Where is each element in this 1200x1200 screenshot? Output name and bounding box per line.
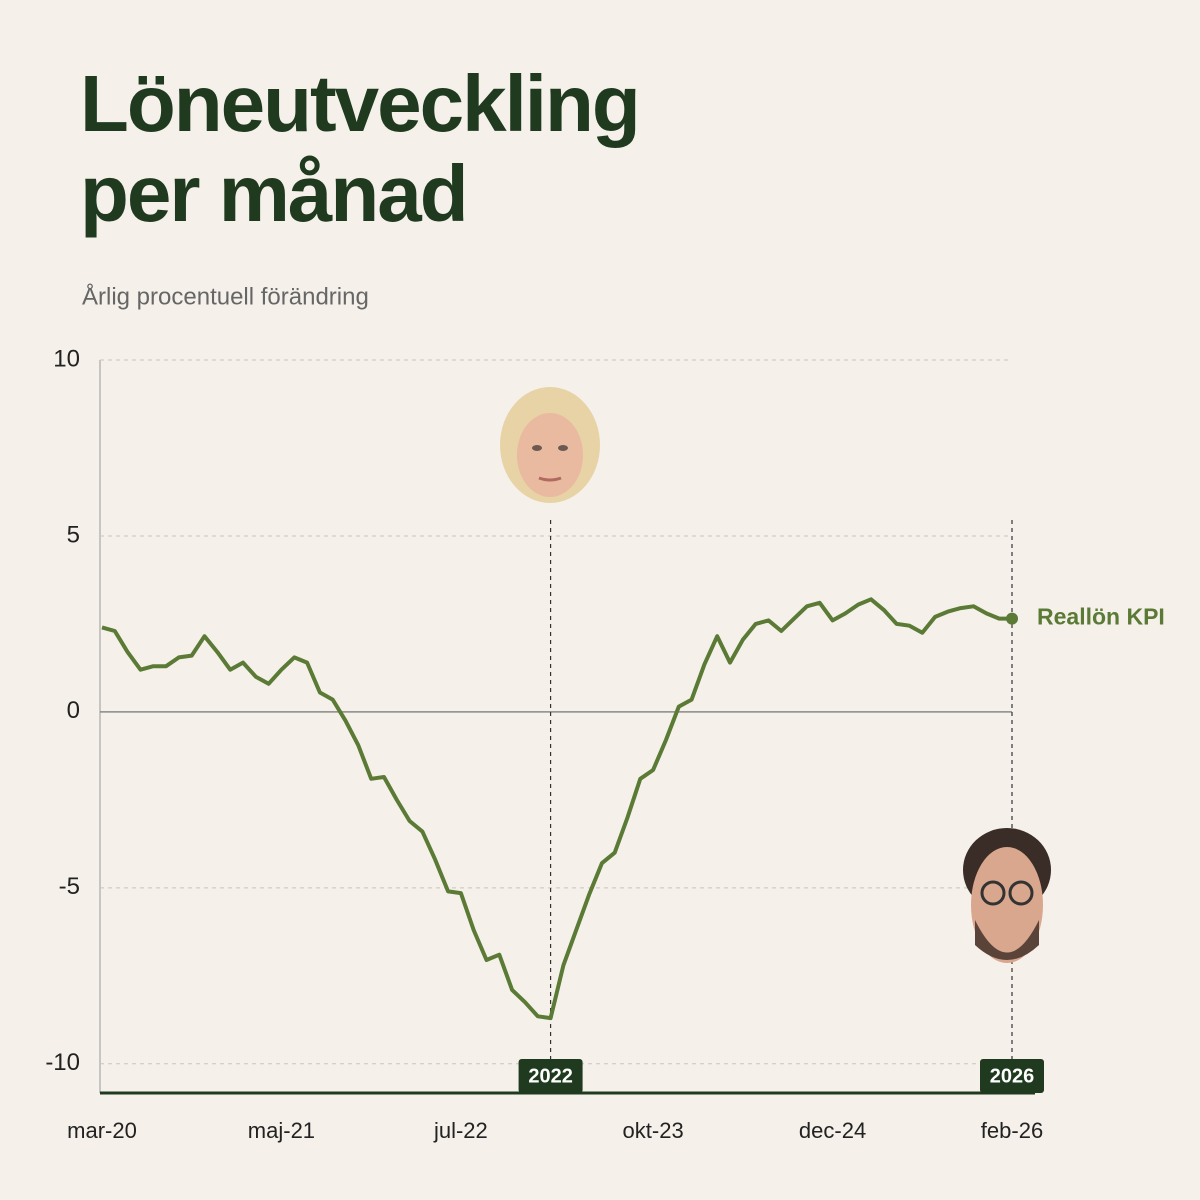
chart-title: Löneutveckling	[80, 59, 639, 148]
plot-under: -10 -5 0 5 10 mar-20 maj-21 jul-22 okt-23 dec-24 f…	[45, 345, 1043, 1142]
chart-title: per månad	[80, 149, 467, 238]
annotation-box	[518, 1059, 583, 1093]
x-tick-label: okt-23	[623, 1118, 684, 1143]
x-tick-label: feb-26	[981, 1118, 1043, 1143]
y-tick-label: 0	[67, 697, 80, 724]
y-tick-label: -5	[59, 873, 80, 900]
face-2026	[963, 828, 1051, 963]
x-tick-label: jul-22	[433, 1118, 488, 1143]
series-line	[101, 597, 1012, 1021]
y-tick-label: 5	[67, 521, 80, 548]
annotation-label: 2022	[528, 1065, 573, 1087]
x-tick-label: dec-24	[799, 1118, 866, 1143]
plot-over: 2022 2026 Reallön KPI	[101, 597, 1165, 1093]
series-label: Reallön KPI	[1037, 604, 1165, 630]
x-tick-label: mar-20	[67, 1118, 137, 1143]
annotation-box	[980, 1059, 1044, 1093]
y-tick-label: -10	[45, 1049, 80, 1076]
y-tick-label: 10	[53, 345, 80, 372]
annotation-label: 2026	[990, 1065, 1035, 1087]
x-tick-label: maj-21	[248, 1118, 315, 1143]
face-2022	[500, 387, 600, 503]
end-dot	[1006, 612, 1018, 625]
chart-subtitle: Årlig procentuell förändring	[82, 282, 369, 310]
